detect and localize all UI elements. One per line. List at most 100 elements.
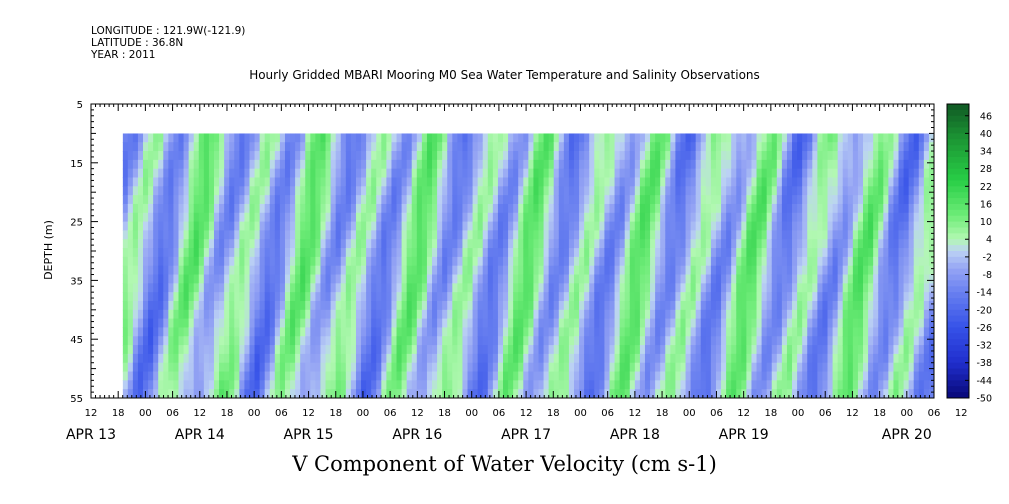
- heatmap-cell: [376, 151, 382, 161]
- heatmap-cell: [710, 133, 717, 143]
- heatmap-cell: [883, 265, 889, 276]
- heatmap-cell: [477, 133, 484, 143]
- heatmap-cell: [183, 230, 190, 240]
- heatmap-cell: [655, 336, 661, 346]
- heatmap-cell: [178, 274, 185, 284]
- y-tick-label: 15: [70, 159, 83, 170]
- heatmap-cell: [290, 168, 296, 179]
- heatmap-cell: [355, 151, 362, 161]
- heatmap-cell: [406, 230, 413, 240]
- heatmap-cell: [776, 168, 783, 179]
- heatmap-cell: [604, 336, 611, 346]
- heatmap-cell: [579, 345, 585, 355]
- heatmap-cell: [609, 212, 616, 223]
- heatmap-cell: [781, 309, 788, 320]
- heatmap-cell: [497, 345, 504, 355]
- heatmap-cell: [361, 309, 367, 320]
- heatmap-cell: [792, 186, 798, 196]
- heatmap-cell: [477, 151, 484, 161]
- heatmap-cell: [416, 371, 423, 381]
- heatmap-cell: [741, 159, 747, 170]
- heatmap-cell: [320, 353, 327, 364]
- heatmap-cell: [670, 283, 677, 293]
- heatmap-cell: [680, 177, 687, 187]
- heatmap-cell: [781, 230, 788, 240]
- heatmap-cell: [477, 327, 484, 337]
- heatmap-cell: [386, 186, 393, 196]
- heatmap-cell: [771, 212, 778, 223]
- heatmap-cell: [893, 371, 900, 381]
- heatmap-cell: [503, 142, 509, 152]
- heatmap-cell: [219, 380, 225, 390]
- heatmap-cell: [148, 177, 154, 187]
- heatmap-cell: [208, 239, 215, 249]
- heatmap-cell: [421, 142, 428, 152]
- heatmap-cell: [528, 239, 535, 249]
- heatmap-cell: [259, 283, 266, 293]
- heatmap-cell: [254, 318, 261, 329]
- heatmap-cell: [715, 345, 722, 355]
- heatmap-cell: [533, 327, 540, 337]
- heatmap-cell: [477, 371, 484, 381]
- heatmap-cell: [766, 292, 773, 302]
- heatmap-cell: [685, 300, 692, 311]
- heatmap-cell: [538, 345, 545, 355]
- heatmap-cell: [279, 362, 286, 373]
- heatmap-cell: [579, 168, 585, 179]
- heatmap-cell: [381, 292, 387, 302]
- heatmap-cell: [721, 221, 727, 232]
- heatmap-cell: [893, 195, 900, 205]
- heatmap-cell: [345, 133, 352, 143]
- heatmap-cell: [680, 371, 687, 381]
- heatmap-cell: [802, 239, 808, 249]
- heatmap-cell: [143, 283, 149, 293]
- heatmap-cell: [868, 371, 874, 381]
- heatmap-cell: [548, 265, 555, 276]
- heatmap-cell: [822, 353, 829, 364]
- heatmap-cell: [345, 309, 352, 320]
- heatmap-cell: [315, 309, 322, 320]
- heatmap-cell: [650, 345, 656, 355]
- heatmap-cell: [300, 292, 306, 302]
- heatmap-cell: [482, 318, 489, 329]
- heatmap-cell: [340, 142, 347, 152]
- heatmap-cell: [574, 212, 580, 223]
- heatmap-cell: [589, 256, 595, 267]
- heatmap-cell: [284, 142, 291, 152]
- heatmap-cell: [528, 389, 535, 398]
- heatmap-cell: [766, 353, 773, 364]
- heatmap-cell: [528, 248, 535, 258]
- heatmap-cell: [797, 203, 803, 214]
- heatmap-cell: [893, 142, 900, 152]
- heatmap-cell: [173, 248, 180, 258]
- heatmap-cell: [807, 380, 813, 390]
- heatmap-cell: [381, 239, 387, 249]
- heatmap-cell: [411, 283, 418, 293]
- heatmap-cell: [122, 283, 129, 293]
- heatmap-cell: [650, 133, 656, 143]
- heatmap-cell: [168, 186, 175, 196]
- heatmap-cell: [655, 221, 661, 232]
- heatmap-cell: [213, 265, 220, 276]
- heatmap-cell: [442, 186, 448, 196]
- heatmap-cell: [797, 151, 803, 161]
- heatmap-cell: [863, 345, 869, 355]
- heatmap-cell: [335, 274, 342, 284]
- heatmap-cell: [928, 230, 934, 240]
- heatmap-cell: [421, 371, 428, 381]
- heatmap-cell: [173, 362, 180, 373]
- heatmap-cell: [594, 327, 600, 337]
- heatmap-cell: [579, 292, 585, 302]
- heatmap-cell: [462, 203, 469, 214]
- heatmap-cell: [726, 195, 732, 205]
- heatmap-cell: [513, 248, 519, 258]
- heatmap-cell: [513, 186, 519, 196]
- heatmap-cell: [584, 186, 590, 196]
- heatmap-cell: [203, 327, 210, 337]
- heatmap-cell: [827, 362, 834, 373]
- heatmap-cell: [690, 309, 697, 320]
- heatmap-cell: [208, 203, 215, 214]
- heatmap-cell: [437, 265, 443, 276]
- heatmap-cell: [472, 230, 479, 240]
- heatmap-cell: [766, 327, 773, 337]
